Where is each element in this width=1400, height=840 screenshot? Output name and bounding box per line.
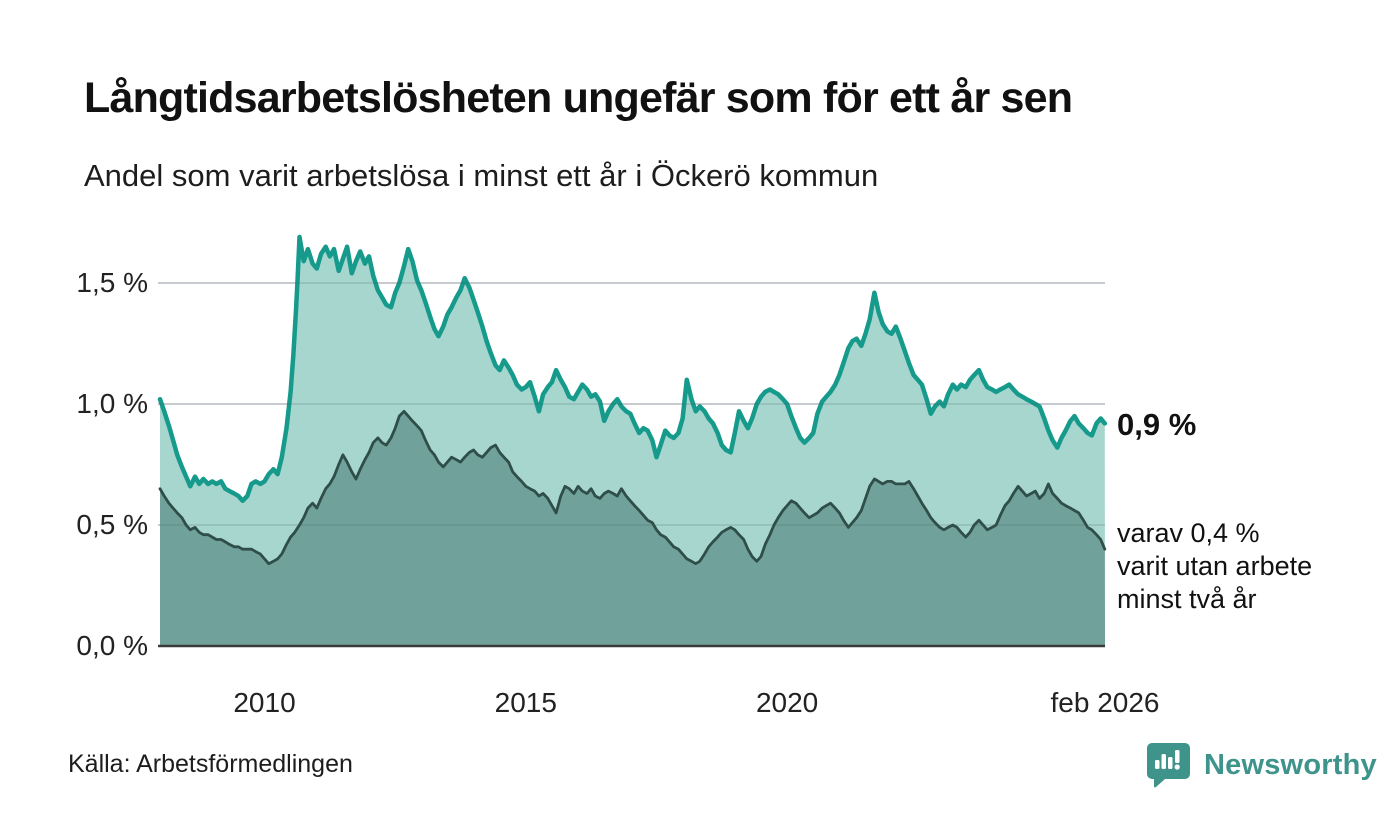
y-tick-label: 0,5 % — [76, 509, 148, 540]
series-area-2 — [160, 411, 1105, 646]
newsworthy-logo-icon — [1146, 741, 1191, 789]
page-title: Långtidsarbetslösheten ungefär som för e… — [84, 74, 1073, 122]
secondary-annotation: varav 0,4 % varit utan arbete minst två … — [1117, 517, 1312, 616]
secondary-annotation-line: varit utan arbete — [1117, 551, 1313, 581]
x-tick-label: 2020 — [755, 687, 819, 718]
chart-subtitle: Andel som varit arbetslösa i minst ett å… — [84, 158, 879, 193]
x-tick-label: 2010 — [233, 687, 296, 718]
series-line-1 — [157, 234, 1108, 504]
x-tick-label: 2015 — [494, 687, 557, 718]
newsworthy-brand: Newsworthy — [1146, 740, 1377, 790]
y-tick-label: 0,0 % — [76, 630, 148, 661]
x-tick-label: feb 2026 — [1050, 687, 1160, 718]
secondary-annotation-line: minst två år — [1117, 584, 1257, 614]
latest-value-label: 0,9 % — [1117, 407, 1197, 442]
newsworthy-wordmark: Newsworthy — [1204, 748, 1377, 781]
series-line-2 — [158, 409, 1107, 566]
y-tick-label: 1,5 % — [76, 267, 148, 298]
secondary-annotation-line: varav 0,4 % — [1117, 518, 1260, 548]
y-tick-label: 1,0 % — [76, 388, 148, 419]
source-credit: Källa: Arbetsförmedlingen — [68, 750, 353, 778]
